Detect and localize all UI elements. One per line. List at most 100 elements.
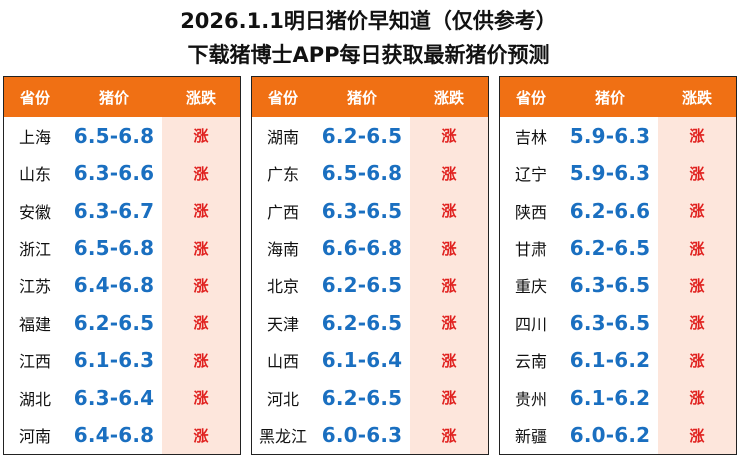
trend-cell: 涨 [441,202,457,221]
table-row: 云南 6.1-6.2 涨 [500,342,736,379]
trend-column-background [658,117,736,454]
header-province: 省份 [515,88,546,107]
table-row: 山东 6.3-6.6 涨 [4,154,240,191]
price-cell: 6.3-6.5 [569,310,651,335]
header-price: 猪价 [346,88,377,107]
header-trend: 涨跌 [433,88,464,107]
province-cell: 浙江 [18,240,51,260]
trend-cell: 涨 [689,164,705,183]
province-cell: 河北 [266,389,299,409]
price-cell: 6.2-6.5 [73,310,155,335]
price-cell: 6.2-6.5 [321,123,403,148]
price-table-3: 省份 猪价 涨跌 吉林 5.9-6.3 涨辽宁 5.9-6.3 涨陕西 6.2-6.6 涨甘肃 6.… [499,76,737,455]
province-cell: 江苏 [18,277,51,297]
table-row: 天津 6.2-6.5 涨 [252,304,488,341]
price-table-2: 省份 猪价 涨跌 湖南 6.2-6.5 涨广东 6.5-6.8 涨广西 6.3-6.5 涨海南 6.… [251,76,489,455]
trend-cell: 涨 [689,426,705,445]
header-trend: 涨跌 [185,88,216,107]
header-province: 省份 [19,88,50,107]
trend-cell: 涨 [193,127,209,146]
price-cell: 6.6-6.8 [321,236,403,261]
province-cell: 海南 [266,240,299,260]
table-row: 吉林 5.9-6.3 涨 [500,117,736,154]
trend-cell: 涨 [193,202,209,221]
price-cell: 6.1-6.2 [569,348,651,373]
price-cell: 6.0-6.3 [321,423,403,448]
page-subtitle: 下载猪博士APP每日获取最新猪价预测 [187,43,550,67]
trend-column-background [410,117,488,454]
price-cell: 6.5-6.8 [73,123,155,148]
province-cell: 福建 [18,314,51,334]
trend-cell: 涨 [193,314,209,333]
trend-cell: 涨 [689,351,705,370]
price-cell: 6.0-6.2 [569,423,651,448]
price-cell: 6.3-6.4 [73,385,155,410]
trend-cell: 涨 [193,239,209,258]
trend-cell: 涨 [193,276,209,295]
province-cell: 陕西 [514,202,547,222]
trend-cell: 涨 [441,351,457,370]
trend-column-background [162,117,240,454]
table-row: 四川 6.3-6.5 涨 [500,304,736,341]
table-row: 江苏 6.4-6.8 涨 [4,267,240,304]
province-cell: 山东 [18,165,51,185]
price-cell: 5.9-6.3 [569,161,651,186]
trend-cell: 涨 [441,239,457,258]
table-row: 湖北 6.3-6.4 涨 [4,379,240,416]
province-cell: 上海 [18,127,51,147]
table-row: 重庆 6.3-6.5 涨 [500,267,736,304]
table-row: 北京 6.2-6.5 涨 [252,267,488,304]
trend-cell: 涨 [193,164,209,183]
trend-cell: 涨 [193,351,209,370]
trend-cell: 涨 [689,127,705,146]
province-cell: 甘肃 [514,240,547,260]
price-cell: 6.5-6.8 [73,236,155,261]
price-cell: 6.2-6.5 [321,385,403,410]
price-cell: 6.2-6.5 [569,236,651,261]
table-row: 贵州 6.1-6.2 涨 [500,379,736,416]
price-cell: 5.9-6.3 [569,123,651,148]
province-cell: 北京 [266,277,299,297]
table-row: 广东 6.5-6.8 涨 [252,154,488,191]
table-row: 安徽 6.3-6.7 涨 [4,192,240,229]
province-cell: 辽宁 [514,165,547,185]
page-title: 2026.1.1明日猪价早知道（仅供参考） [180,9,557,33]
table-row: 湖南 6.2-6.5 涨 [252,117,488,154]
table-row: 广西 6.3-6.5 涨 [252,192,488,229]
table-row: 河南 6.4-6.8 涨 [4,417,240,454]
table-row: 辽宁 5.9-6.3 涨 [500,154,736,191]
price-cell: 6.1-6.3 [73,348,155,373]
price-cell: 6.1-6.2 [569,385,651,410]
trend-cell: 涨 [441,314,457,333]
header-price: 猪价 [98,88,129,107]
trend-cell: 涨 [689,202,705,221]
trend-cell: 涨 [689,276,705,295]
province-cell: 黑龙江 [258,427,307,447]
price-cell: 6.5-6.8 [321,161,403,186]
header-trend: 涨跌 [681,88,712,107]
header-province: 省份 [267,88,298,107]
price-cell: 6.3-6.6 [73,161,155,186]
table-row: 甘肃 6.2-6.5 涨 [500,229,736,266]
trend-cell: 涨 [441,164,457,183]
trend-cell: 涨 [689,239,705,258]
trend-cell: 涨 [689,314,705,333]
table-row: 江西 6.1-6.3 涨 [4,342,240,379]
price-cell: 6.4-6.8 [73,273,155,298]
trend-cell: 涨 [689,389,705,408]
table-row: 福建 6.2-6.5 涨 [4,304,240,341]
trend-cell: 涨 [193,426,209,445]
price-cell: 6.1-6.4 [321,348,403,373]
province-cell: 吉林 [514,127,547,147]
price-cell: 6.2-6.6 [569,198,651,223]
table-row: 河北 6.2-6.5 涨 [252,379,488,416]
province-cell: 新疆 [514,427,547,447]
table-body: 湖南 6.2-6.5 涨广东 6.5-6.8 涨广西 6.3-6.5 涨海南 6.6-6.8 涨… [252,117,488,454]
trend-cell: 涨 [441,389,457,408]
trend-cell: 涨 [193,389,209,408]
table-row: 上海 6.5-6.8 涨 [4,117,240,154]
price-cell: 6.2-6.5 [321,273,403,298]
header-price: 猪价 [594,88,625,107]
table-row: 黑龙江 6.0-6.3 涨 [252,417,488,454]
table-header: 省份 猪价 涨跌 [500,77,736,117]
